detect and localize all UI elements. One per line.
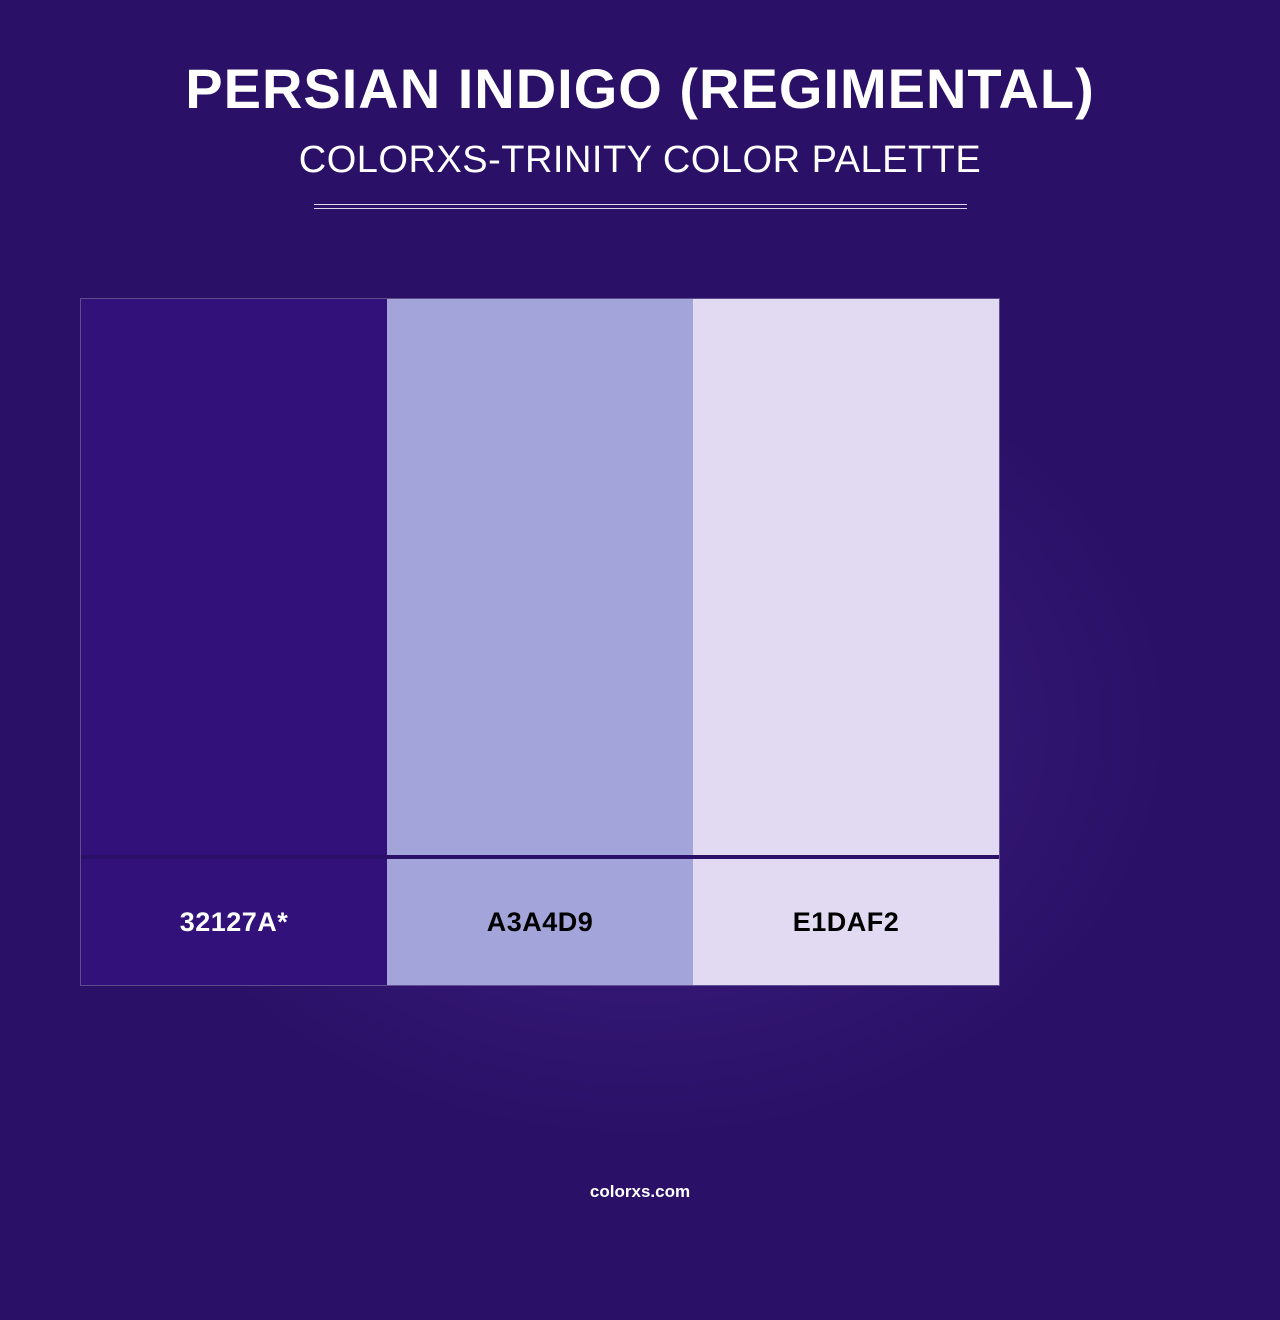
footer-credit: colorxs.com [0, 1182, 1280, 1202]
swatch-label-1-text: A3A4D9 [487, 907, 594, 938]
palette-title: PERSIAN INDIGO (REGIMENTAL) [0, 56, 1280, 121]
swatch-label-2-text: E1DAF2 [793, 907, 900, 938]
swatch-row [81, 299, 999, 855]
swatch-2 [693, 299, 999, 855]
palette-subtitle: COLORXS-TRINITY COLOR PALETTE [0, 139, 1280, 182]
swatch-label-0-text: 32127A* [180, 907, 289, 938]
swatch-label-2: E1DAF2 [693, 859, 999, 985]
swatch-0 [81, 299, 387, 855]
swatch-1 [387, 299, 693, 855]
swatch-label-1: A3A4D9 [387, 859, 693, 985]
header-divider [314, 204, 967, 209]
label-row: 32127A* A3A4D9 E1DAF2 [81, 859, 999, 985]
palette-card: 32127A* A3A4D9 E1DAF2 [80, 298, 1000, 986]
header: PERSIAN INDIGO (REGIMENTAL) COLORXS-TRIN… [0, 0, 1280, 209]
swatch-label-0: 32127A* [81, 859, 387, 985]
